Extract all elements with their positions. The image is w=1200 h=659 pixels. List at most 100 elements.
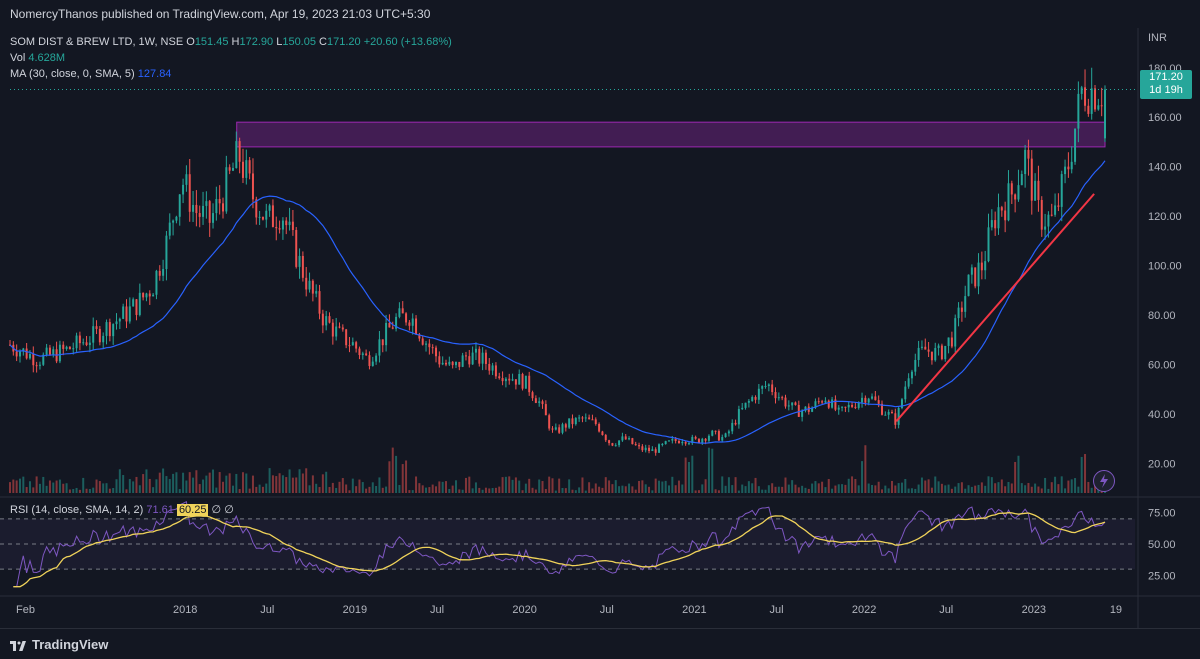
ma-legend[interactable]: MA (30, close, 0, SMA, 5) 127.84	[10, 68, 171, 80]
volume-bar	[727, 477, 730, 493]
candle-body	[248, 160, 251, 174]
volume-bar	[75, 487, 78, 493]
candle-body	[664, 441, 667, 444]
price-chart[interactable]: INR180.00160.00140.00120.00100.0080.0060…	[0, 28, 1200, 628]
volume-bar	[847, 478, 850, 493]
candle-body	[717, 431, 720, 441]
candle-body	[994, 220, 997, 229]
tradingview-logo[interactable]: TradingView	[10, 637, 108, 652]
volume-bar	[401, 464, 404, 493]
volume-bar	[528, 478, 531, 493]
candle-body	[1067, 166, 1070, 170]
candle-body	[791, 402, 794, 406]
candle-body	[668, 440, 670, 442]
volume-bar	[165, 476, 168, 493]
volume-bar	[285, 477, 288, 493]
volume-bar	[245, 473, 248, 493]
candle-body	[737, 409, 740, 425]
volume-bar	[212, 469, 215, 493]
candle-body	[927, 349, 930, 352]
rsi-extra-1: ∅	[211, 504, 222, 516]
volume-bar	[435, 486, 438, 493]
candle-body	[1060, 174, 1063, 207]
candle-body	[714, 430, 717, 432]
volume-bar	[52, 482, 55, 493]
volume-bar	[827, 479, 830, 493]
y-tick-label: 60.00	[1148, 359, 1176, 371]
symbol-name[interactable]: SOM DIST & BREW LTD, 1W, NSE	[10, 36, 184, 48]
x-tick-label: 2018	[173, 604, 197, 616]
volume-bar	[581, 477, 584, 493]
volume-bar	[608, 480, 611, 493]
candle-body	[854, 406, 857, 408]
candle-body	[741, 407, 744, 410]
volume-bar	[102, 483, 105, 493]
rsi-ma-line	[13, 512, 1106, 588]
volume-bar	[301, 473, 304, 493]
candle-body	[581, 417, 584, 419]
candle-body	[494, 365, 497, 377]
volume-bar	[757, 486, 760, 493]
candle-body	[1047, 214, 1050, 227]
volume-bar	[118, 469, 121, 493]
candle-body	[578, 417, 581, 419]
candle-body	[331, 322, 334, 337]
candle-body	[368, 355, 371, 366]
candle-body	[425, 343, 428, 345]
volume-bar	[974, 485, 977, 493]
volume-bar	[717, 490, 720, 493]
candle-body	[38, 364, 41, 366]
rsi-legend[interactable]: RSI (14, close, SMA, 14, 2) 71.61 60.25 …	[10, 503, 234, 516]
candle-body	[584, 417, 587, 419]
volume-bar	[55, 480, 58, 493]
volume-bar	[454, 480, 457, 493]
candle-body	[351, 342, 354, 346]
x-tick-label: Jul	[430, 604, 444, 616]
candle-body	[68, 346, 71, 350]
volume-bar	[944, 485, 947, 493]
candle-body	[228, 167, 231, 171]
candle-body	[142, 292, 145, 298]
volume-bar	[208, 472, 211, 493]
candle-body	[458, 361, 461, 367]
candle-body	[777, 397, 780, 399]
volume-bar	[920, 477, 923, 493]
candle-body	[661, 443, 664, 445]
candle-body	[155, 270, 158, 295]
volume-bar	[731, 485, 734, 493]
volume-bar	[811, 483, 814, 493]
candle-body	[1084, 87, 1087, 106]
volume-bar	[821, 481, 824, 493]
candle-body	[934, 348, 937, 361]
volume-bar	[924, 480, 927, 493]
volume-bar	[940, 483, 943, 493]
x-tick-label: Jul	[939, 604, 953, 616]
volume-bar	[305, 468, 308, 493]
volume-bar	[311, 475, 314, 493]
volume-bar	[35, 476, 38, 493]
candle-body	[268, 205, 271, 211]
volume-bar	[917, 484, 920, 493]
volume-bar	[12, 479, 15, 493]
x-tick-label: Feb	[16, 604, 35, 616]
candle-body	[827, 400, 830, 408]
volume-bar	[977, 484, 980, 493]
volume-bar	[218, 472, 221, 493]
volume-bar	[987, 476, 990, 493]
volume-bar	[1040, 488, 1043, 493]
candle-body	[837, 407, 840, 410]
volume-bar	[395, 455, 398, 493]
candle-body	[281, 220, 284, 230]
volume-bar	[568, 479, 571, 493]
lightning-icon[interactable]	[1093, 470, 1115, 492]
volume-bar	[122, 475, 125, 493]
volume-legend[interactable]: Vol 4.628M	[10, 52, 65, 64]
volume-bar	[331, 482, 334, 493]
volume-bar	[62, 483, 65, 493]
candle-body	[1074, 128, 1077, 162]
candle-body	[231, 168, 234, 171]
volume-bar	[265, 483, 268, 493]
volume-bar	[504, 476, 507, 493]
volume-bar	[325, 471, 328, 493]
volume-bar	[378, 477, 381, 493]
